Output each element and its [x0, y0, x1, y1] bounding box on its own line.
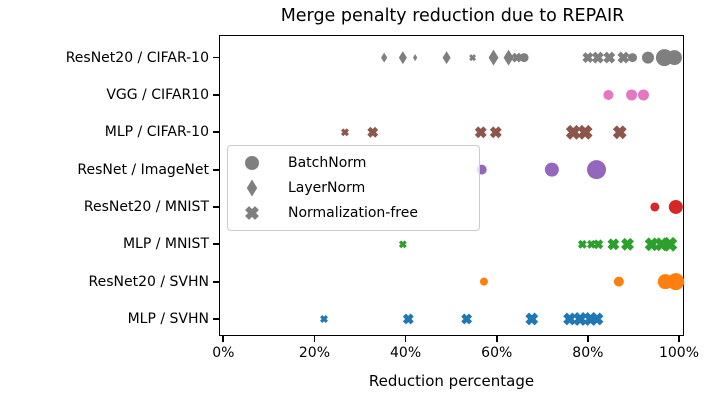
- data-point-x: [461, 313, 473, 325]
- data-point-circle: [603, 89, 614, 100]
- data-point-x: [563, 312, 577, 326]
- data-point-x: [644, 237, 659, 252]
- legend-entry: BatchNorm: [234, 150, 473, 175]
- legend-label: Normalization-free: [288, 205, 418, 222]
- legend-circle-icon: [245, 155, 259, 170]
- data-point-diamond: [381, 52, 388, 63]
- data-point-x: [582, 52, 594, 64]
- data-point-x: [612, 125, 627, 140]
- data-point-x: [617, 51, 630, 64]
- x-tick-label: 0%: [212, 345, 235, 361]
- data-point-x: [511, 52, 522, 63]
- x-tick-mark: [313, 336, 316, 342]
- y-tick-mark: [213, 94, 219, 96]
- data-point-x: [591, 51, 604, 64]
- legend-label: BatchNorm: [288, 154, 367, 171]
- data-point-x: [607, 238, 620, 251]
- data-point-circle: [245, 155, 259, 170]
- data-point-circle: [628, 53, 638, 63]
- data-point-x: [245, 206, 259, 221]
- y-tick-label: MLP / MNIST: [122, 236, 209, 253]
- data-point-circle: [637, 89, 649, 101]
- data-point-circle: [544, 162, 559, 177]
- data-point-circle: [519, 53, 529, 63]
- data-point-diamond: [246, 179, 258, 197]
- data-point-x: [341, 128, 349, 137]
- data-point-x: [402, 313, 414, 325]
- data-point-x: [367, 126, 379, 138]
- y-tick-mark: [213, 131, 219, 134]
- y-tick-label: VGG / CIFAR10: [106, 86, 209, 103]
- y-tick-label: MLP / SVHN: [127, 310, 209, 327]
- x-tick-mark: [586, 336, 589, 342]
- x-tick-label: 40%: [390, 345, 422, 361]
- data-point-x: [469, 54, 477, 62]
- data-point-diamond: [488, 49, 499, 66]
- legend-entry: LayerNorm: [234, 175, 473, 200]
- data-point-diamond: [398, 51, 407, 65]
- x-tick-label: 100%: [658, 345, 700, 361]
- y-tick-mark: [213, 206, 219, 208]
- data-point-x: [621, 237, 634, 251]
- data-point-x: [573, 312, 588, 326]
- x-tick-mark: [404, 336, 407, 342]
- y-tick-mark: [213, 168, 219, 171]
- y-tick-mark: [213, 56, 219, 59]
- data-point-x: [577, 124, 593, 140]
- data-point-diamond: [412, 54, 418, 62]
- x-tick-mark: [222, 336, 225, 342]
- chart-title: Merge penalty reduction due to REPAIR: [280, 6, 625, 26]
- data-point-x: [398, 240, 407, 249]
- y-tick-mark: [213, 243, 219, 246]
- x-tick-label: 20%: [298, 345, 330, 361]
- legend-diamond-icon: [246, 179, 258, 197]
- data-point-circle: [587, 160, 607, 180]
- data-point-circle: [642, 51, 655, 64]
- legend-label: LayerNorm: [288, 179, 366, 196]
- data-point-x: [320, 315, 328, 323]
- x-tick-mark: [495, 336, 498, 342]
- y-tick-mark: [213, 318, 219, 320]
- legend: BatchNorm LayerNorm Normalization-free: [227, 145, 480, 231]
- data-point-circle: [479, 277, 488, 286]
- y-tick-label: ResNet20 / CIFAR-10: [65, 49, 209, 66]
- y-tick-mark: [213, 280, 219, 283]
- x-tick-label: 60%: [481, 345, 513, 361]
- data-point-circle: [668, 199, 683, 214]
- data-point-circle: [613, 276, 624, 287]
- y-tick-label: ResNet / ImageNet: [77, 161, 209, 178]
- data-point-x: [489, 126, 502, 139]
- data-point-x: [474, 126, 487, 139]
- x-tick-label: 80%: [572, 345, 604, 361]
- data-point-circle: [667, 273, 685, 291]
- y-tick-label: ResNet20 / MNIST: [83, 198, 209, 215]
- x-tick-mark: [678, 336, 680, 342]
- data-point-x: [603, 51, 616, 64]
- data-point-diamond: [442, 51, 451, 65]
- data-point-x: [577, 239, 587, 249]
- data-point-circle: [650, 202, 660, 212]
- x-axis-label: Reduction percentage: [368, 372, 535, 390]
- data-point-x: [662, 236, 678, 252]
- legend-x-icon: [245, 206, 259, 221]
- data-point-x: [593, 239, 604, 250]
- y-tick-label: MLP / CIFAR-10: [104, 124, 209, 141]
- data-point-x: [525, 312, 539, 326]
- data-point-circle: [626, 89, 638, 101]
- data-point-x: [590, 312, 604, 326]
- data-point-x: [565, 124, 581, 140]
- data-point-circle: [666, 50, 682, 66]
- legend-entry: Normalization-free: [234, 201, 473, 226]
- y-tick-label: ResNet20 / SVHN: [88, 273, 209, 290]
- data-point-diamond: [503, 49, 514, 66]
